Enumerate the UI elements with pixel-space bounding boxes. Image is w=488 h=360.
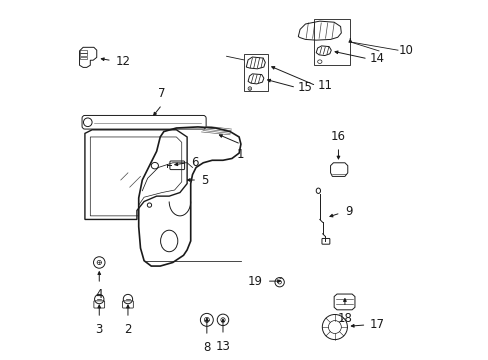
Text: 15: 15 bbox=[297, 81, 312, 94]
Text: 13: 13 bbox=[215, 339, 230, 352]
Text: 11: 11 bbox=[317, 79, 332, 92]
Text: 14: 14 bbox=[368, 52, 384, 65]
Text: 10: 10 bbox=[398, 44, 413, 57]
Text: 18: 18 bbox=[337, 312, 352, 325]
Text: 19: 19 bbox=[247, 275, 263, 288]
Text: 1: 1 bbox=[237, 148, 244, 161]
Text: 4: 4 bbox=[95, 288, 103, 301]
Text: 3: 3 bbox=[95, 323, 103, 336]
Text: 6: 6 bbox=[190, 156, 198, 168]
Text: 16: 16 bbox=[330, 130, 345, 143]
Text: 17: 17 bbox=[369, 318, 384, 331]
Text: 8: 8 bbox=[203, 341, 210, 354]
Text: 5: 5 bbox=[201, 174, 208, 186]
Text: 12: 12 bbox=[115, 55, 130, 68]
Text: 9: 9 bbox=[344, 205, 352, 218]
Text: 7: 7 bbox=[158, 87, 165, 100]
Text: 2: 2 bbox=[124, 323, 131, 336]
